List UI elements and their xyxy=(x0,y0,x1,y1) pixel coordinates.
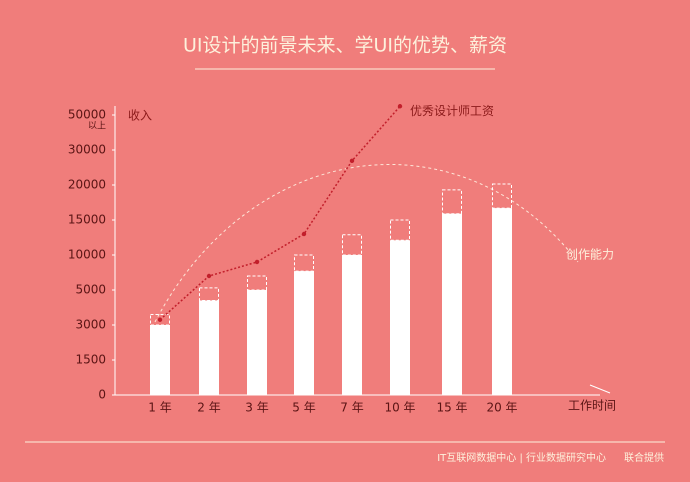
bar xyxy=(442,213,462,395)
y-tick-label: 50000 xyxy=(68,108,106,122)
y-tick-label: 20000 xyxy=(68,178,106,192)
bar-extension xyxy=(294,254,314,272)
x-tick-label: 3 年 xyxy=(245,401,268,415)
bar xyxy=(150,325,170,395)
y-tick-label: 15000 xyxy=(68,213,106,227)
y-tick-label: 30000 xyxy=(68,143,106,157)
x-tick-label: 7 年 xyxy=(340,401,363,415)
salary-point xyxy=(301,231,307,237)
bar-extension xyxy=(492,183,512,209)
x-tick-label: 2 年 xyxy=(197,401,220,415)
x-tick-label: 5 年 xyxy=(292,401,315,415)
x-tick-label: 20 年 xyxy=(486,401,517,415)
x-axis-arrow xyxy=(589,384,611,394)
x-axis-label: 工作时间 xyxy=(568,399,616,413)
salary-point xyxy=(254,259,260,265)
curve-label: 创作能力 xyxy=(566,248,614,262)
y-tick-label: 0 xyxy=(98,388,106,402)
chart-title: UI设计的前景未来、学UI的优势、薪资 xyxy=(183,35,507,57)
bar-extension xyxy=(442,189,462,215)
x-tick-label: 10 年 xyxy=(384,401,415,415)
salary-point xyxy=(349,158,355,164)
salary-point xyxy=(397,104,403,109)
source-note: 联合提供 xyxy=(624,451,664,464)
bar xyxy=(199,300,219,395)
y-axis-label: 收入 xyxy=(128,109,152,123)
salary-point xyxy=(206,273,212,279)
bar xyxy=(390,240,410,395)
y-tick-label: 3000 xyxy=(75,318,106,332)
x-tick-label: 1 年 xyxy=(148,401,171,415)
line-label: 优秀设计师工资 xyxy=(410,104,494,118)
ability-curve xyxy=(154,164,579,323)
y-tick-note: 以上 xyxy=(88,121,106,132)
bar xyxy=(247,290,267,395)
source: IT互联网数据中心 | 行业数据研究中心 xyxy=(437,451,606,464)
y-tick-label: 1500 xyxy=(75,353,106,367)
y-tick-label: 10000 xyxy=(68,248,106,262)
y-tick-label: 5000 xyxy=(75,283,106,297)
bar-extension xyxy=(199,287,219,301)
bar-extension xyxy=(247,275,267,291)
salary-point xyxy=(157,317,163,322)
bar xyxy=(294,271,314,395)
bar xyxy=(492,208,512,395)
bar xyxy=(342,255,362,395)
x-tick-label: 15 年 xyxy=(436,401,467,415)
